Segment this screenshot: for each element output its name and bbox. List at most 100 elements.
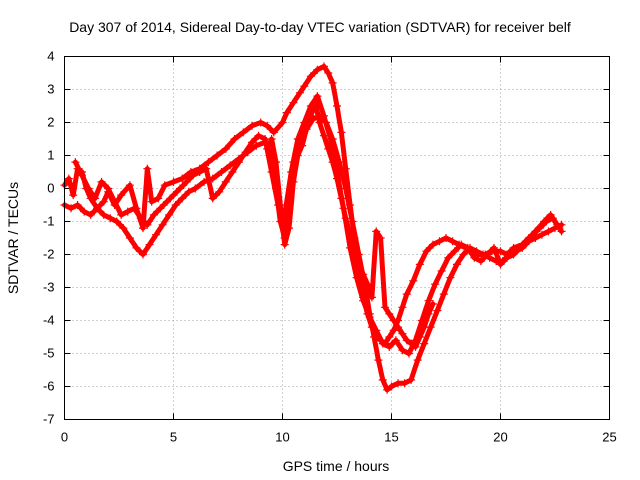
data-point (178, 194, 187, 203)
data-point (313, 65, 322, 74)
data-point (300, 82, 309, 91)
data-point (252, 141, 261, 150)
x-tick-label: 25 (602, 430, 616, 445)
data-point (378, 375, 387, 384)
data-point (411, 342, 420, 351)
data-point (439, 290, 448, 299)
data-point (472, 247, 481, 256)
data-point (365, 313, 374, 322)
data-point (160, 181, 169, 190)
data-point (389, 316, 398, 325)
data-point (67, 204, 76, 213)
data-point (319, 131, 328, 140)
data-point (555, 224, 564, 233)
data-point (145, 240, 154, 249)
data-point (117, 210, 126, 219)
data-point (433, 306, 442, 315)
data-point (359, 296, 368, 305)
series-2-markers (71, 92, 564, 358)
data-point (278, 118, 287, 127)
data-point (324, 144, 333, 153)
data-point (548, 214, 557, 223)
data-point (420, 323, 429, 332)
series-3-markers (263, 98, 437, 351)
data-point (354, 260, 363, 269)
chart-title: Day 307 of 2014, Sidereal Day-to-day VTE… (69, 19, 571, 35)
data-point (459, 250, 468, 259)
x-tick-label: 10 (275, 430, 289, 445)
data-point (315, 118, 324, 127)
data-point (226, 161, 235, 170)
data-point (263, 121, 272, 130)
data-point (385, 309, 394, 318)
data-point (285, 224, 294, 233)
data-point (97, 177, 106, 186)
data-point (191, 184, 200, 193)
data-point (328, 158, 337, 167)
data-point (333, 102, 341, 110)
data-point (99, 210, 108, 219)
data-point (319, 111, 328, 120)
data-point (380, 303, 389, 312)
data-point (407, 375, 416, 384)
data-point (213, 151, 222, 160)
data-point (463, 243, 472, 252)
data-point (276, 201, 285, 209)
y-tick-label: 2 (47, 115, 54, 130)
data-point (289, 177, 298, 186)
data-point (346, 230, 355, 239)
y-tick-label: -1 (43, 214, 55, 229)
data-point (446, 273, 455, 282)
data-point (452, 260, 461, 269)
data-point (385, 342, 394, 351)
data-point (91, 194, 100, 203)
data-point (156, 204, 165, 213)
data-point (143, 220, 152, 229)
data-point (84, 184, 93, 193)
data-point (483, 250, 492, 259)
data-point (154, 194, 163, 203)
data-point (143, 164, 152, 173)
data-point (457, 240, 466, 249)
data-point (267, 168, 276, 176)
data-point (415, 260, 424, 269)
data-point (123, 207, 132, 216)
data-point (280, 240, 289, 249)
data-point (404, 349, 413, 358)
y-axis-label: SDTVAR / TECUs (5, 182, 21, 294)
data-point (328, 78, 337, 87)
data-point (311, 98, 320, 107)
data-point (359, 270, 368, 279)
data-point (324, 69, 333, 77)
x-tick-label: 20 (493, 430, 507, 445)
data-point (138, 250, 147, 259)
data-point (182, 177, 191, 186)
data-point (217, 168, 226, 176)
data-point (431, 280, 440, 289)
data-point (165, 210, 174, 219)
data-point (110, 197, 119, 206)
data-point (171, 201, 180, 209)
data-point (282, 108, 291, 117)
data-point (147, 197, 156, 206)
y-tick-label: 1 (47, 148, 54, 163)
data-point (496, 260, 505, 269)
data-point (372, 227, 381, 236)
data-point (230, 135, 239, 143)
data-point (221, 177, 230, 186)
data-point (516, 243, 525, 252)
data-point (64, 174, 73, 183)
x-tick-label: 15 (384, 430, 398, 445)
data-point (289, 98, 298, 107)
data-point (263, 144, 272, 153)
data-point (367, 293, 376, 302)
data-point (398, 329, 407, 338)
data-point (337, 128, 346, 137)
data-point (162, 197, 171, 206)
data-point (71, 158, 80, 167)
data-point (293, 135, 302, 143)
data-point (295, 88, 304, 97)
data-point (178, 174, 187, 183)
data-point (130, 204, 139, 213)
data-point (221, 144, 230, 153)
